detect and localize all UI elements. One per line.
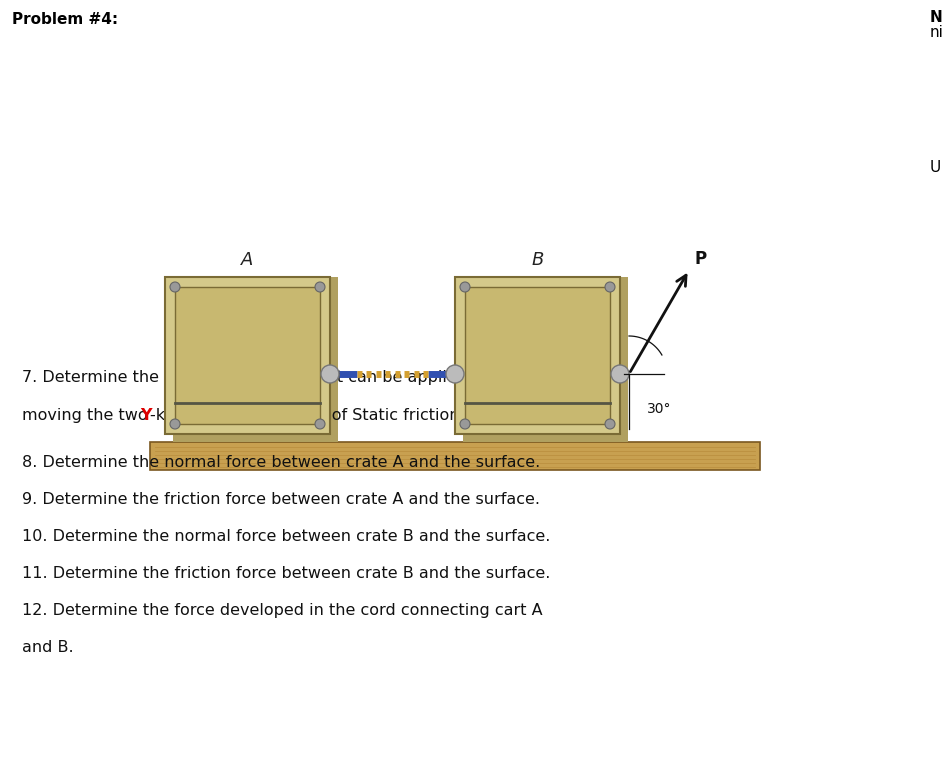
Text: 10. Determine the normal force between crate B and the surface.: 10. Determine the normal force between c… [22,529,550,544]
Text: A: A [241,251,253,269]
Text: Y: Y [140,408,151,423]
Text: N: N [930,10,942,25]
Circle shape [460,282,470,292]
Bar [150,442,760,470]
Text: 12. Determine the force developed in the cord connecting cart A: 12. Determine the force developed in the… [22,603,543,618]
Bar [463,434,628,442]
Circle shape [605,282,615,292]
Text: B: B [531,251,544,269]
Circle shape [460,419,470,429]
Bar [173,434,338,442]
Text: moving the two: moving the two [22,408,158,423]
Text: 9. Determine the friction force between crate A and the surface.: 9. Determine the friction force between … [22,492,540,507]
Bar [465,287,610,424]
Circle shape [170,419,180,429]
Circle shape [315,419,325,429]
Text: P: P [694,250,706,268]
Text: 11. Determine the friction force between crate B and the surface.: 11. Determine the friction force between… [22,566,550,581]
Text: 8. Determine the normal force between crate A and the surface.: 8. Determine the normal force between cr… [22,455,540,470]
Text: Problem #4:: Problem #4: [12,12,118,27]
Circle shape [170,282,180,292]
Circle shape [321,365,339,383]
Text: -kg crates. Coefficient of Static friction = 0.25: -kg crates. Coefficient of Static fricti… [150,408,519,423]
Circle shape [446,365,464,383]
Bar [165,277,330,434]
Bar [330,277,338,434]
Circle shape [315,282,325,292]
Bar [620,277,628,434]
Text: 30°: 30° [647,402,671,416]
Text: ni: ni [930,25,943,40]
Text: 7. Determine the maximum force P that can be applied without: 7. Determine the maximum force P that ca… [22,370,532,385]
Bar [175,287,320,424]
Circle shape [605,419,615,429]
Text: U: U [930,160,942,175]
Bar [455,277,620,434]
Circle shape [611,365,629,383]
Text: and B.: and B. [22,640,73,655]
